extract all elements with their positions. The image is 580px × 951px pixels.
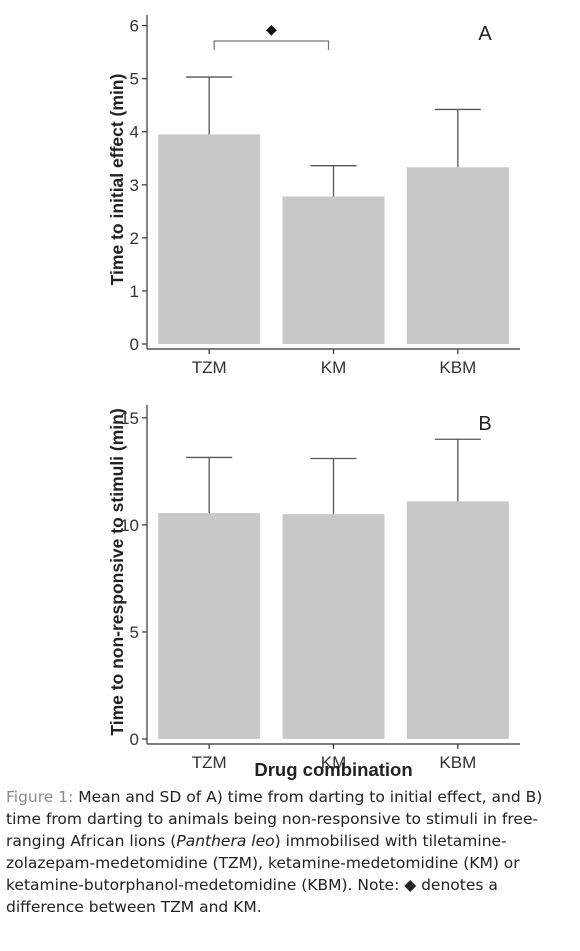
error-bar-kbm bbox=[434, 438, 481, 502]
significance-marker: ◆ bbox=[266, 22, 277, 38]
x-tick-label: KBM bbox=[439, 753, 476, 772]
bar-kbm bbox=[406, 501, 509, 739]
panel-a: 0 1 2 3 4 5 6 TZM KM KBM Time to initial effect (m… bbox=[107, 15, 520, 377]
figure-caption: Figure 1: Mean and SD of A) time from da… bbox=[6, 786, 574, 918]
y-tick-label: 4 bbox=[130, 123, 139, 142]
error-bar-km bbox=[310, 457, 357, 515]
x-tick-label: KBM bbox=[439, 358, 476, 377]
y-tick-label: 0 bbox=[130, 730, 139, 749]
bar-tzm bbox=[158, 513, 261, 739]
error-bar-tzm bbox=[186, 76, 233, 135]
figure-svg: 0 1 2 3 4 5 6 TZM KM KBM Time to initial effect (m… bbox=[107, 15, 520, 780]
y-axis-title: Time to initial effect (min) bbox=[107, 74, 127, 286]
y-axis-title: Time to non-responsive to stimuli (min) bbox=[107, 408, 127, 735]
y-tick-label: 3 bbox=[130, 176, 139, 195]
panel-label: B bbox=[478, 413, 491, 435]
x-tick-label: TZM bbox=[192, 753, 227, 772]
x-tick-label: KM bbox=[321, 753, 347, 772]
x-tick-label: KM bbox=[321, 358, 347, 377]
y-tick-label: 5 bbox=[130, 623, 139, 642]
y-tick-label: 6 bbox=[130, 17, 139, 36]
bar-km bbox=[282, 196, 385, 344]
error-bar-kbm bbox=[434, 108, 481, 168]
bar-km bbox=[282, 514, 385, 739]
bar-tzm bbox=[158, 134, 261, 344]
x-axis-title: Drug combination bbox=[254, 759, 412, 780]
significance-bracket bbox=[213, 40, 330, 50]
error-bar-tzm bbox=[186, 456, 233, 514]
caption-label: Figure 1: bbox=[6, 788, 74, 806]
y-tick-label: 2 bbox=[130, 229, 139, 248]
caption-species: Panthera leo bbox=[176, 832, 275, 850]
bar-kbm bbox=[406, 167, 509, 344]
error-bar-km bbox=[310, 165, 357, 197]
y-tick-label: 0 bbox=[130, 335, 139, 354]
caption-text-1: Mean and SD of A) time from darting to i… bbox=[6, 788, 543, 850]
y-tick-label: 5 bbox=[130, 70, 139, 89]
x-tick-label: TZM bbox=[192, 358, 227, 377]
caption-text-2: ) immobilised with tiletamine-zolazepam-… bbox=[6, 832, 520, 916]
panel-label: A bbox=[478, 23, 492, 45]
y-tick-label: 10 bbox=[120, 516, 139, 535]
y-tick-label: 15 bbox=[120, 409, 139, 428]
y-tick-label: 1 bbox=[130, 282, 139, 301]
panel-b: 0 5 10 15 TZM KM KBM Time to non-responsive to … bbox=[107, 405, 520, 780]
